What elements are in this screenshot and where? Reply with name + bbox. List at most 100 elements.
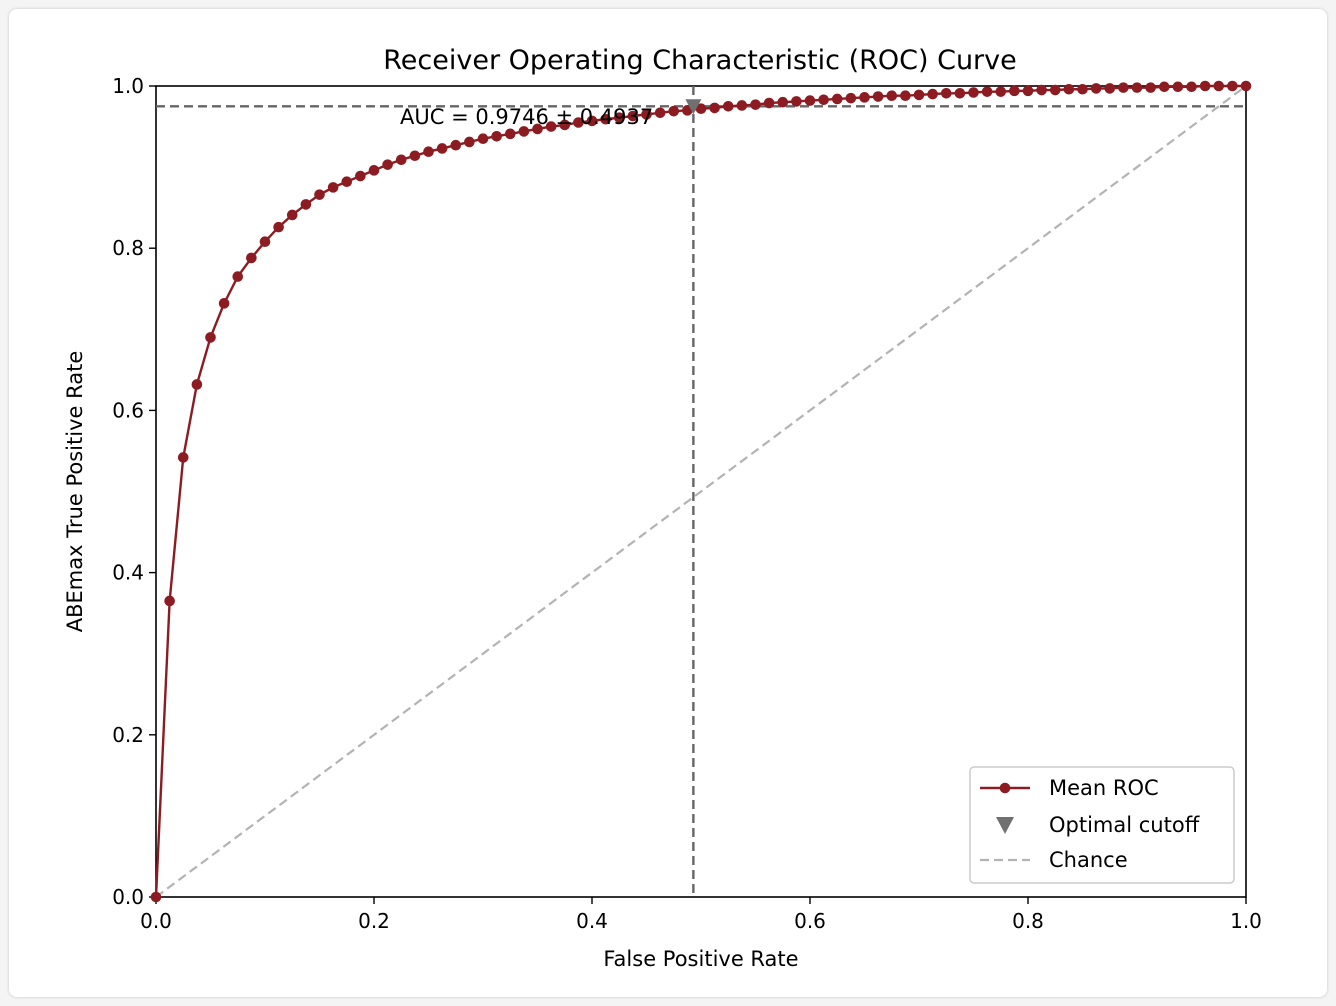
mean-roc-point: [804, 95, 816, 106]
mean-roc-point: [831, 93, 843, 105]
y-tick-label: 0.2: [112, 723, 144, 747]
mean-roc-point: [164, 595, 175, 607]
mean-roc-point: [1172, 81, 1184, 93]
chart-card: Receiver Operating Characteristic (ROC) …: [9, 9, 1327, 997]
mean-roc-point: [722, 100, 734, 112]
mean-roc-point: [232, 271, 244, 282]
mean-roc-point: [1131, 82, 1143, 93]
legend-box: [969, 766, 1235, 884]
mean-roc-point: [273, 221, 284, 233]
x-tick-label: 0.4: [576, 909, 608, 933]
axes: 0.0 0.2 0.4 0.6 0.8 1.0 0.0 0.2 0.4 0.6 0.8 1.0: [112, 74, 1262, 933]
mean-roc-point: [627, 110, 639, 122]
mean-roc-point: [409, 150, 421, 162]
mean-roc-point: [341, 176, 353, 187]
mean-roc-point: [1063, 83, 1075, 95]
mean-roc-point: [246, 252, 257, 264]
mean-roc-point: [1049, 84, 1061, 96]
roc-chart: Receiver Operating Characteristic (ROC) …: [63, 45, 1262, 971]
mean-roc-point: [573, 117, 584, 128]
mean-roc-point: [368, 165, 380, 176]
y-tick-label: 0.6: [112, 398, 144, 422]
y-tick-label: 0.4: [112, 561, 144, 585]
mean-roc-point: [545, 121, 557, 132]
mean-roc-point: [927, 88, 938, 100]
mean-roc-point: [791, 96, 802, 107]
mean-roc-point: [1199, 80, 1211, 92]
mean-roc-point: [709, 102, 720, 114]
y-tick-label: 1.0: [112, 74, 144, 98]
legend-mean-roc-label: Mean ROC: [1049, 776, 1159, 800]
legend-optimal-cutoff-label: Optimal cutoff: [1049, 813, 1200, 837]
chart-title: Receiver Operating Characteristic (ROC) …: [383, 45, 1017, 76]
mean-roc-point: [668, 105, 680, 117]
mean-roc-point: [218, 298, 230, 309]
legend: Mean ROC Optimal cutoff Chance: [969, 766, 1235, 884]
mean-roc-point: [395, 154, 407, 166]
mean-roc-point: [191, 379, 203, 390]
mean-roc-point: [423, 146, 434, 157]
mean-roc-point: [886, 90, 898, 102]
mean-roc-point: [1186, 81, 1197, 93]
x-tick-label: 0.2: [358, 909, 390, 933]
mean-roc-point: [300, 199, 312, 210]
mean-roc-point: [695, 103, 707, 115]
mean-roc-point: [1090, 83, 1102, 94]
auc-annotation: AUC = 0.9746 ± 0.4937: [400, 105, 653, 129]
mean-roc-point: [613, 112, 625, 123]
mean-roc-point: [450, 139, 462, 151]
mean-roc-point: [845, 92, 857, 104]
mean-roc-point: [1240, 80, 1252, 92]
mean-roc-point: [504, 128, 516, 140]
y-axis-label: ABEmax True Positive Rate: [63, 351, 87, 633]
mean-roc-point: [1009, 85, 1020, 97]
mean-roc-point: [1158, 81, 1170, 93]
mean-roc-point: [1145, 82, 1156, 93]
x-tick-label: 0.8: [1012, 909, 1044, 933]
optimal-cutoff-marker-group: [685, 99, 702, 115]
mean-roc-point: [355, 170, 366, 182]
mean-roc-point: [314, 189, 325, 200]
mean-roc-point: [586, 115, 598, 127]
chance-diagonal-line: [155, 85, 1247, 898]
mean-roc-point: [1227, 80, 1238, 92]
mean-roc-point: [532, 123, 543, 135]
mean-roc-point: [763, 97, 775, 109]
mean-roc-point: [913, 89, 925, 101]
legend-chance-label: Chance: [1049, 848, 1128, 872]
mean-roc-point: [654, 107, 666, 119]
x-tick-label: 1.0: [1230, 909, 1262, 933]
legend-roc-dot: [999, 782, 1011, 794]
legend-optimal-cutoff-swatch: [996, 817, 1014, 834]
mean-roc-point: [1118, 82, 1129, 93]
mean-roc-point: [600, 113, 611, 125]
mean-roc-point: [436, 143, 448, 154]
mean-roc-point: [205, 332, 216, 343]
mean-roc-point: [286, 209, 298, 221]
mean-roc-point: [150, 891, 162, 903]
mean-roc-point: [859, 92, 870, 103]
mean-roc-point: [491, 130, 502, 142]
mean-roc-point: [464, 136, 475, 148]
mean-roc-point: [1077, 83, 1088, 95]
plot-frame: [155, 85, 1247, 898]
mean-roc-point: [995, 86, 1007, 97]
y-tick-label: 0.0: [112, 885, 144, 909]
mean-roc-point: [259, 236, 271, 248]
mean-roc-point: [1213, 80, 1225, 92]
chance-line: [155, 85, 1247, 898]
mean-roc-point: [954, 87, 966, 99]
mean-roc-point: [900, 90, 911, 102]
mean-roc-point: [777, 96, 789, 108]
mean-roc-point: [736, 100, 748, 111]
x-axis-label: False Positive Rate: [603, 947, 798, 971]
mean-roc-point: [382, 159, 393, 170]
mean-roc-point: [177, 452, 189, 463]
mean-roc-point: [750, 99, 761, 110]
x-tick-label: 0.6: [794, 909, 826, 933]
mean-roc-series: [150, 80, 1252, 903]
mean-roc-point: [477, 133, 489, 145]
mean-roc-point: [327, 182, 339, 193]
mean-roc-point: [981, 86, 993, 97]
cutoff-guide-lines: [156, 86, 1246, 897]
